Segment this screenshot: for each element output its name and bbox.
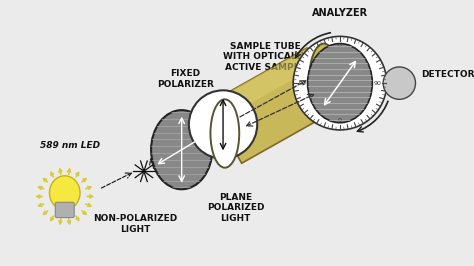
Ellipse shape	[210, 99, 239, 168]
Ellipse shape	[310, 44, 338, 112]
Text: 90: 90	[374, 81, 382, 86]
Ellipse shape	[49, 176, 80, 210]
FancyBboxPatch shape	[55, 202, 74, 218]
Polygon shape	[208, 48, 340, 163]
Text: DETECTOR: DETECTOR	[421, 70, 474, 79]
Text: FIXED
POLARIZER: FIXED POLARIZER	[157, 69, 214, 89]
Text: 0: 0	[338, 43, 342, 48]
Text: 589 nm LED: 589 nm LED	[40, 141, 100, 150]
Polygon shape	[208, 48, 317, 122]
Ellipse shape	[308, 44, 373, 123]
Ellipse shape	[151, 110, 212, 189]
Text: PLANE
POLARIZED
LIGHT: PLANE POLARIZED LIGHT	[207, 193, 264, 223]
Text: SAMPLE TUBE
WITH OPTICALLY
ACTIVE SAMPLE: SAMPLE TUBE WITH OPTICALLY ACTIVE SAMPLE	[223, 42, 308, 72]
Circle shape	[383, 67, 416, 99]
Text: NON-POLARIZED
LIGHT: NON-POLARIZED LIGHT	[93, 214, 177, 234]
Circle shape	[189, 90, 257, 159]
Text: 90: 90	[298, 81, 306, 86]
Text: 0: 0	[338, 118, 342, 123]
Text: ANALYZER: ANALYZER	[312, 9, 368, 18]
Circle shape	[293, 36, 387, 130]
